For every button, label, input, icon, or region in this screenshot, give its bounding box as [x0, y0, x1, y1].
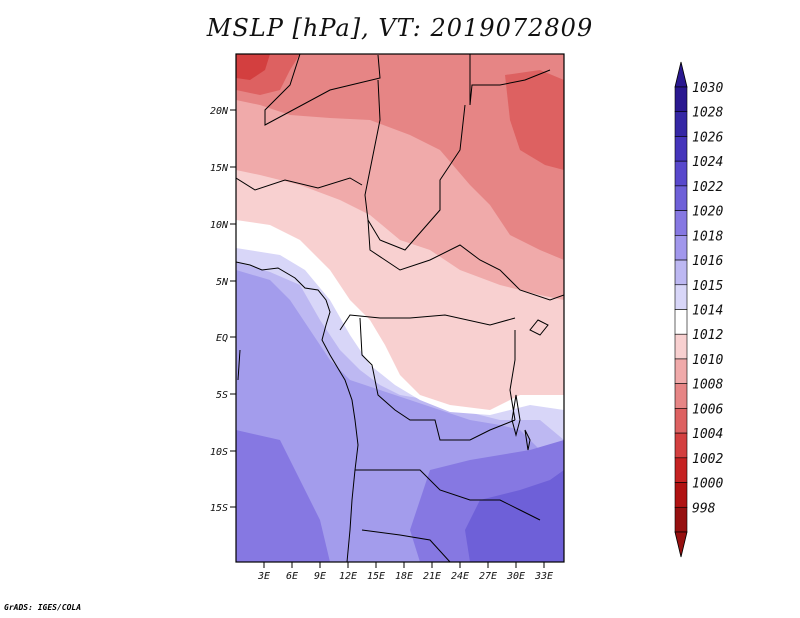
colorbar-cell [674, 482, 688, 508]
colorbar-label: 1006 [692, 402, 723, 417]
lon-tick-label: 9E [314, 571, 326, 582]
colorbar-cell [674, 259, 688, 286]
map-frame [235, 53, 565, 563]
lat-tick-label: 5S [216, 390, 228, 401]
colorbar-arrow-top [674, 61, 688, 88]
colorbar-cell [674, 210, 688, 236]
pressure-field [236, 54, 564, 562]
colorbar-labels: 1030 1028 1026 1024 1022 1020 1018 1016 1015 1014… [692, 81, 723, 516]
lat-tick-label: 10S [210, 447, 228, 458]
colorbar-cell [674, 235, 688, 261]
colorbar-cell [674, 506, 688, 533]
lon-tick-label: 30E [506, 571, 525, 582]
colorbar-label: 1028 [692, 106, 723, 121]
colorbar: 1030 1028 1026 1024 1022 1020 1018 1016 1015 1014… [674, 61, 723, 558]
colorbar-cell [674, 185, 688, 211]
colorbar-label: 1022 [692, 180, 723, 195]
colorbar-label: 1018 [692, 229, 723, 244]
colorbar-cell [674, 160, 688, 187]
colorbar-label: 1010 [692, 353, 723, 368]
colorbar-label: 1004 [692, 427, 723, 442]
colorbar-cell [674, 358, 688, 384]
lat-axis: 20N 15N 10N 5N EQ 5S 10S 15S [210, 106, 236, 514]
colorbar-label: 1030 [692, 81, 723, 96]
colorbar-cell [674, 432, 688, 459]
colorbar-label: 1014 [692, 304, 723, 319]
lat-tick-label: 15S [210, 503, 228, 514]
colorbar-cell [674, 86, 688, 113]
colorbar-label: 1024 [692, 155, 723, 170]
lat-tick-label: 15N [210, 163, 229, 174]
lat-tick-label: 20N [210, 106, 229, 117]
colorbar-arrow-bottom [674, 531, 688, 558]
colorbar-label: 1016 [692, 254, 723, 269]
lon-tick-label: 15E [367, 571, 385, 582]
colorbar-label: 1020 [692, 205, 723, 220]
lon-tick-label: 33E [534, 571, 553, 582]
colorbar-cell [674, 383, 688, 409]
lon-axis: 3E 6E 9E 12E 15E 18E 21E 24E 27E 30E 33E [257, 562, 553, 582]
colorbar-cell [674, 136, 688, 162]
colorbar-label: 1000 [692, 477, 723, 492]
lon-tick-label: 18E [395, 571, 413, 582]
borders [236, 54, 564, 562]
colorbar-cell [674, 457, 688, 483]
lon-tick-label: 24E [451, 571, 469, 582]
colorbar-label: 1026 [692, 130, 723, 145]
colorbar-label: 1008 [692, 378, 723, 393]
colorbar-cells [674, 86, 688, 533]
colorbar-label: 998 [692, 501, 716, 516]
colorbar-cell [674, 111, 688, 137]
map-title: MSLP [hPa], VT: 2019072809 [206, 14, 594, 42]
lat-tick-label: 10N [210, 220, 229, 231]
lon-tick-label: 12E [339, 571, 357, 582]
lakes [511, 319, 549, 451]
colorbar-cell [674, 284, 688, 310]
lon-tick-label: 27E [479, 571, 497, 582]
lon-tick-label: 6E [286, 571, 298, 582]
grads-credit: GrADS: IGES/COLA [4, 603, 82, 612]
colorbar-label: 1012 [692, 328, 723, 343]
lat-tick-label: 5N [216, 277, 229, 288]
colorbar-cell [674, 408, 688, 434]
lon-tick-label: 21E [423, 571, 441, 582]
lon-tick-label: 3E [257, 571, 270, 582]
colorbar-cell [674, 309, 688, 335]
colorbar-label: 1002 [692, 452, 723, 467]
colorbar-label: 1015 [692, 279, 723, 294]
colorbar-cell [674, 333, 688, 360]
lat-tick-label: EQ [216, 333, 228, 344]
